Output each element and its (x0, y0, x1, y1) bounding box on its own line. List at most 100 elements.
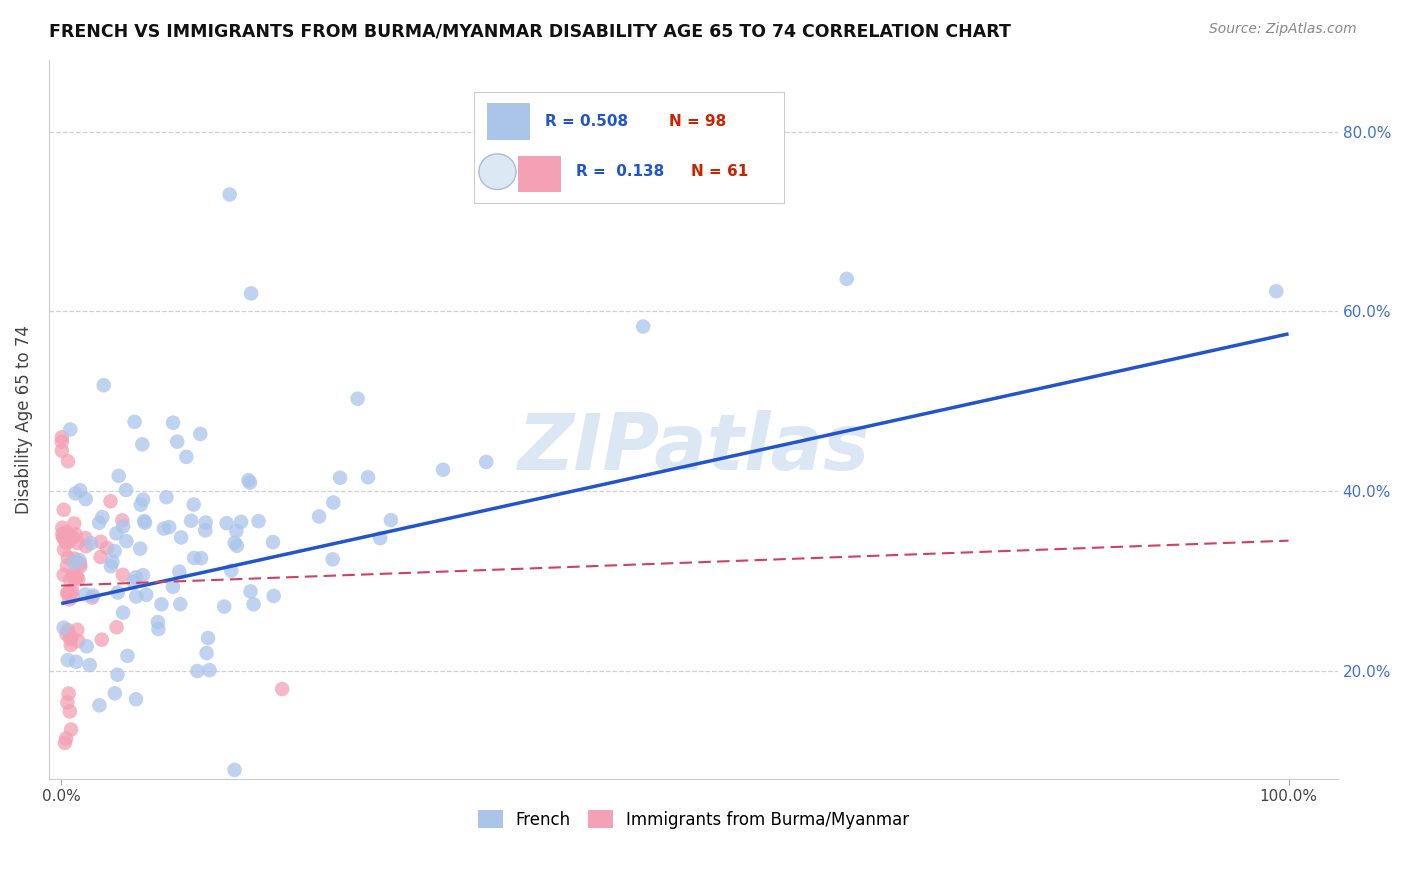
Point (107, 469, 129, 483)
Point (60, 723, 83, 737)
Point (132, 568, 155, 582)
Point (67, 553, 90, 567)
Point (62, 568, 84, 582)
Point (55, 535, 77, 549)
Point (52, 621, 75, 635)
Point (129, 541, 152, 556)
Point (134, 516, 156, 530)
Point (56, 623, 79, 637)
Point (51, 526, 73, 541)
Point (176, 450, 198, 464)
Point (56, 586, 79, 600)
Point (59, 422, 82, 436)
Point (100, 559, 122, 574)
Point (56, 586, 79, 600)
Point (89, 698, 111, 713)
Point (218, 187, 240, 202)
Point (224, 763, 246, 777)
Point (380, 513, 402, 527)
Point (56, 653, 79, 667)
Point (240, 286, 263, 301)
Point (104, 544, 127, 558)
Text: FRENCH VS IMMIGRANTS FROM BURMA/MYANMAR DISABILITY AGE 65 TO 74 CORRELATION CHAR: FRENCH VS IMMIGRANTS FROM BURMA/MYANMAR … (49, 22, 1011, 40)
Point (107, 667, 129, 681)
Point (58, 534, 80, 549)
Point (59, 705, 82, 719)
Point (82, 591, 104, 605)
Point (194, 516, 217, 530)
Point (224, 536, 246, 550)
Point (247, 514, 270, 528)
Point (242, 597, 264, 611)
Point (65, 486, 87, 500)
Point (53, 542, 76, 557)
Point (59, 584, 82, 599)
Point (169, 565, 191, 579)
Point (221, 564, 243, 578)
Point (58, 686, 80, 700)
Point (322, 552, 344, 566)
Point (112, 606, 135, 620)
Point (63, 556, 86, 570)
Point (51, 443, 73, 458)
Point (58, 592, 80, 607)
Point (134, 514, 156, 528)
Legend: French, Immigrants from Burma/Myanmar: French, Immigrants from Burma/Myanmar (471, 804, 915, 835)
Point (150, 597, 173, 611)
Point (75, 531, 97, 545)
Point (51, 521, 73, 535)
Point (67, 634, 90, 648)
Point (157, 520, 180, 534)
Point (124, 415, 146, 429)
Point (1265, 284, 1288, 298)
Point (75, 587, 97, 601)
Point (51, 430, 73, 444)
Point (346, 392, 368, 406)
Point (132, 492, 155, 507)
Point (194, 524, 217, 538)
Point (60, 583, 83, 598)
Point (170, 531, 193, 545)
Point (198, 663, 221, 677)
Point (368, 531, 391, 545)
Point (183, 551, 205, 566)
Point (55, 731, 77, 746)
Point (65, 569, 87, 583)
Point (212, 599, 235, 614)
Point (52, 532, 75, 546)
Point (225, 524, 247, 538)
Point (55, 524, 77, 539)
Point (105, 526, 128, 541)
Point (188, 427, 211, 442)
Point (239, 475, 262, 490)
Point (131, 437, 153, 451)
Point (631, 319, 654, 334)
Point (125, 590, 148, 604)
Point (56, 454, 79, 468)
Point (146, 615, 169, 629)
Point (62, 590, 84, 604)
Point (67, 572, 90, 586)
Point (52, 530, 75, 544)
Point (65, 655, 87, 669)
Point (215, 516, 238, 531)
Point (190, 551, 212, 566)
Point (53, 736, 76, 750)
Point (80, 536, 103, 550)
Point (93, 378, 115, 392)
Point (135, 588, 157, 602)
Point (475, 455, 498, 469)
Point (835, 272, 858, 286)
Point (79, 658, 101, 673)
Point (153, 522, 176, 536)
Point (111, 567, 134, 582)
Point (63, 516, 86, 531)
Point (101, 555, 124, 569)
Point (62, 531, 84, 545)
Point (91, 510, 114, 524)
Point (56, 558, 79, 573)
Point (239, 584, 262, 599)
Point (69, 557, 91, 571)
Point (262, 535, 284, 549)
Point (52, 502, 75, 516)
